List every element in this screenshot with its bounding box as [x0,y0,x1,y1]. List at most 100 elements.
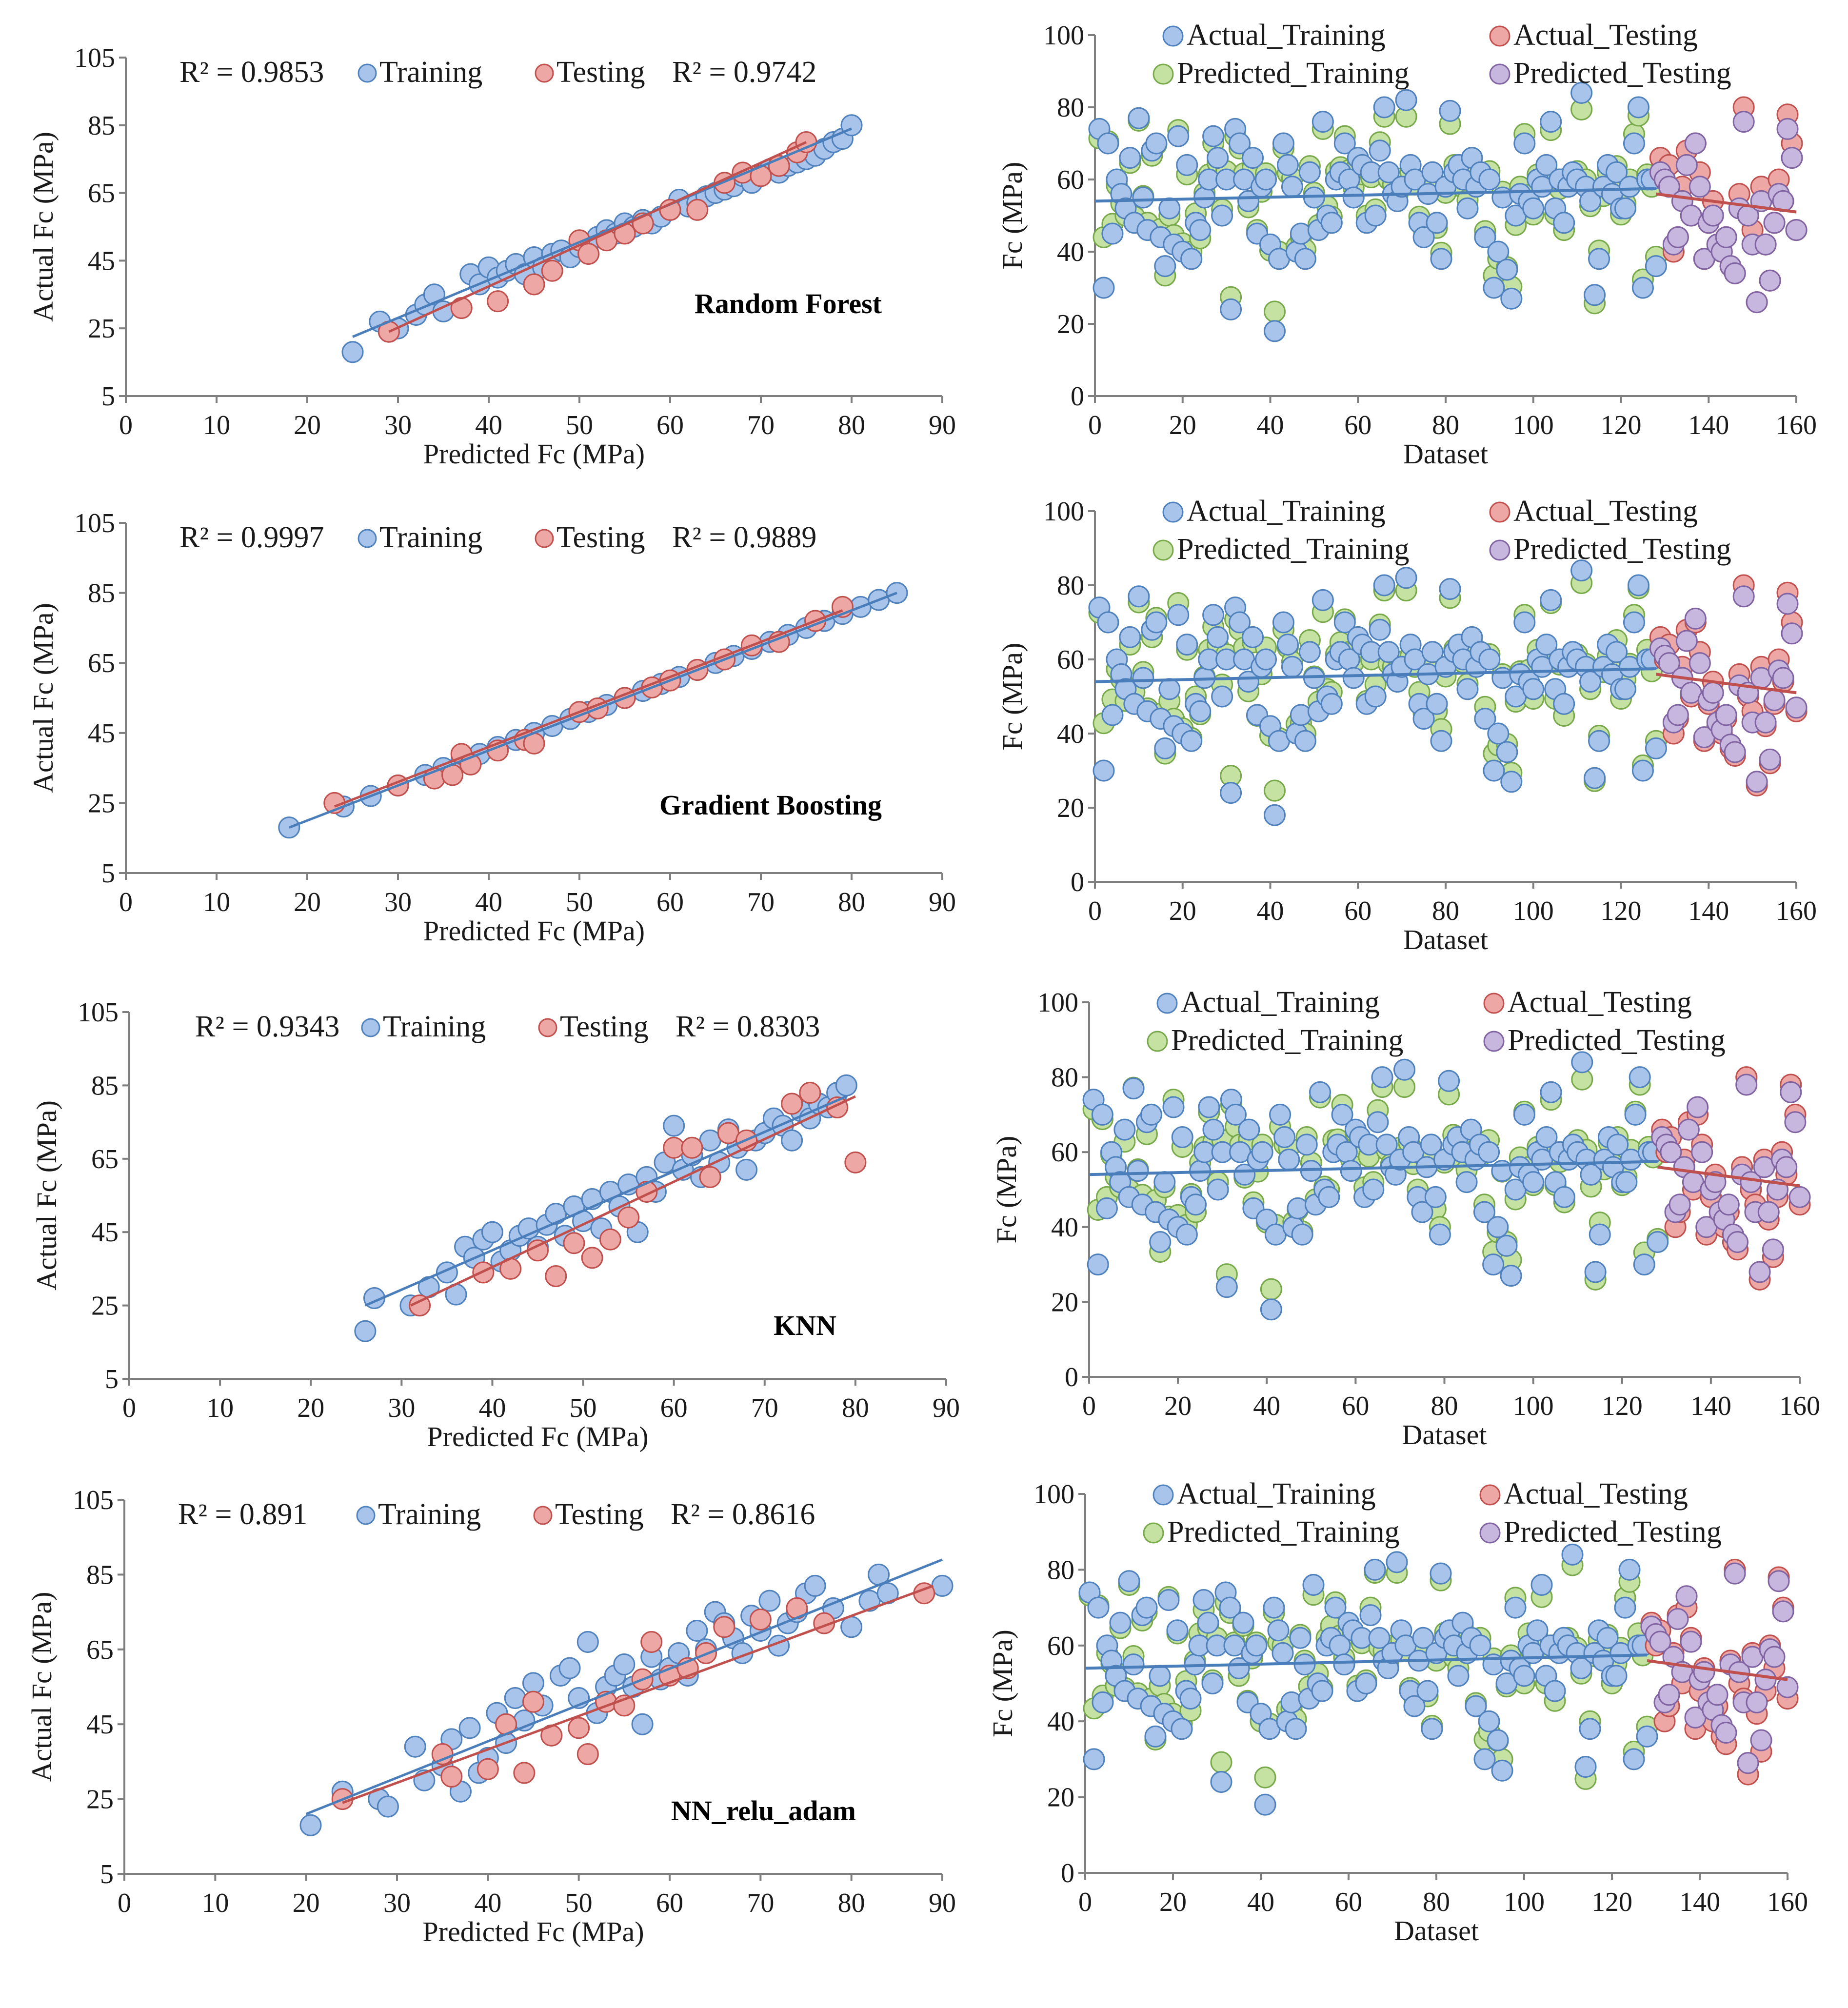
training-point [545,1203,567,1225]
actual-training-point [1377,161,1400,183]
x-tick-label: 100 [1504,1887,1545,1917]
actual-training-point [1355,1672,1377,1694]
actual-training-point [1132,667,1154,689]
predicted-testing-point [1667,1608,1689,1630]
testing-point [717,1122,739,1144]
legend-predicted-training-marker [1153,63,1174,85]
y-axis-title: Fc (MPa) [996,162,1028,270]
actual-training-point [1189,219,1212,241]
predicted-testing-point [1704,1171,1727,1193]
actual-training-point [1540,1081,1562,1103]
actual-training-point [1122,1077,1145,1100]
predicted-testing-point [1775,1156,1798,1178]
training-point [758,1590,781,1612]
training-fit-line [305,1558,943,1815]
predicted-testing-point [1702,204,1724,227]
x-tick-label: 80 [1431,1391,1458,1421]
y-axis-title: Fc (MPa) [987,1630,1018,1737]
y-tick-label: 100 [1043,497,1084,527]
legend-predicted-training-label: Predicted_Training [1177,533,1409,566]
actual-training-point [1185,1193,1207,1216]
actual-training-point [1180,248,1203,270]
x-tick-label: 80 [1432,896,1459,926]
y-tick-label: 5 [101,381,115,412]
actual-training-point [1496,258,1518,281]
actual-training-point [1473,1201,1495,1223]
actual-training-point [1429,1223,1451,1246]
predicted-testing-point [1776,1676,1799,1698]
x-tick-label: 10 [203,410,230,440]
predicted-testing-point [1727,1231,1749,1253]
y-axis-title: Actual Fc (MPa) [26,1592,58,1782]
actual-training-trend-line [1094,187,1656,203]
legend-predicted-training-label: Predicted_Training [1167,1515,1399,1549]
predicted-testing-point [1754,711,1777,734]
actual-training-point [1491,1759,1513,1782]
testing-point [799,1081,821,1104]
x-tick-label: 40 [1257,896,1284,926]
predicted-testing-point [1687,1096,1709,1118]
actual-training-point [1211,204,1233,227]
actual-training-point [1342,186,1365,209]
x-tick-label: 140 [1690,1391,1731,1421]
predicted-testing-point [1706,1684,1729,1706]
predicted-testing-point [1788,1186,1811,1208]
predicted-testing-point [1669,1193,1691,1216]
x-tick-label: 80 [838,410,865,440]
y-tick-label: 80 [1047,1555,1074,1585]
x-tick-label: 0 [119,887,133,917]
testing-point [568,1717,590,1739]
training-point [804,1574,826,1597]
actual-training-point [1522,197,1545,219]
actual-training-point [1154,737,1176,759]
actual-training-point [1421,641,1444,663]
y-tick-label: 85 [88,111,115,141]
actual-training-point [1487,1729,1509,1751]
x-tick-label: 0 [118,1888,131,1918]
x-tick-label: 10 [201,1888,229,1918]
predicted-training-point [1263,779,1286,802]
y-tick-label: 5 [101,858,115,889]
x-tick-label: 10 [206,1393,234,1423]
legend-testing-label: Testing [556,521,645,554]
actual-training-point [1473,1748,1496,1770]
actual-training-point [1584,1261,1607,1283]
actual-training-point [1189,700,1212,722]
x-tick-label: 60 [656,410,684,440]
actual-training-point [1500,1265,1522,1287]
training-point [504,1687,526,1710]
actual-training-point [1298,161,1321,183]
actual-training-point [1095,1197,1118,1219]
y-axis-title: Actual Fc (MPa) [27,132,59,322]
y-tick-label: 45 [91,1217,119,1248]
predicted-testing-point [1732,111,1755,133]
actual-training-trend-line [1089,1160,1658,1176]
actual-training-point [1362,1178,1385,1201]
x-tick-label: 30 [383,1888,411,1918]
x-tick-label: 80 [842,1393,869,1423]
actual-training-point [1574,1755,1597,1778]
actual-training-point [1202,125,1225,147]
actual-training-point [1145,132,1168,155]
predicted-testing-point [1759,269,1781,292]
actual-training-point [1260,1298,1282,1321]
actual-training-point [1645,255,1667,278]
actual-training-point [1180,730,1203,752]
actual-training-point [1287,1197,1309,1219]
series-chart-3: 0 20 40 60 80 100 120 140 160 0 20 40 60 80 100 Dataset… [991,986,1820,1451]
actual-training-point [1606,161,1628,183]
predicted-testing-point [1684,132,1707,155]
actual-training-point [1544,1680,1566,1702]
actual-training-point [1588,248,1610,270]
actual-training-point [1487,1216,1509,1238]
x-tick-label: 0 [122,1393,136,1423]
x-tick-label: 20 [294,410,321,440]
predicted-testing-point [1784,1111,1807,1133]
x-axis-title: Predicted Fc (MPa) [423,915,645,947]
x-tick-label: 140 [1688,896,1729,926]
predicted-training-point [1263,300,1286,323]
actual-training-point [1207,147,1229,169]
actual-training-trend-line [1085,1653,1648,1670]
actual-training-point [1158,197,1181,219]
